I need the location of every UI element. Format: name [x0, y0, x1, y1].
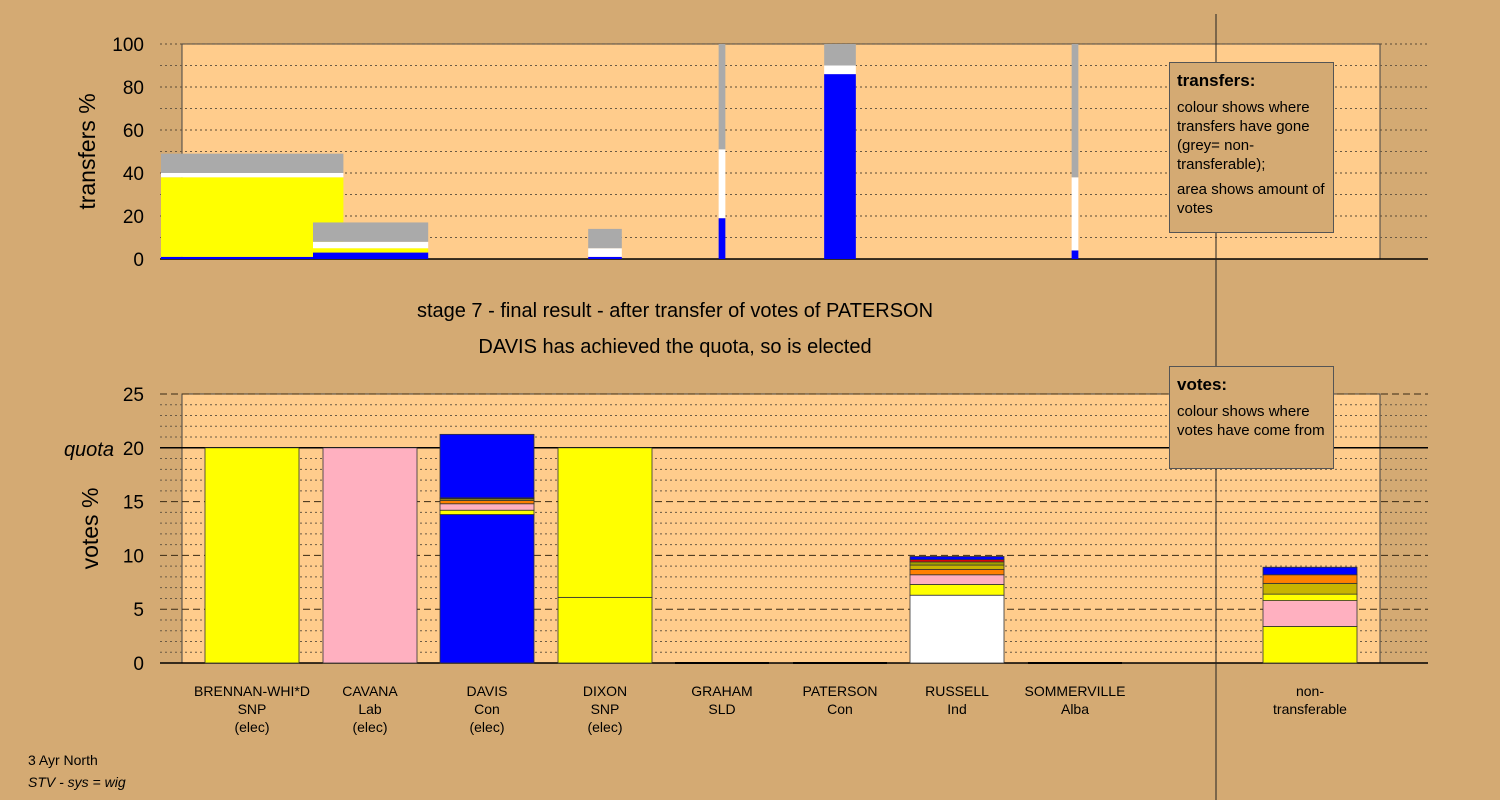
transfer-bar-segment — [313, 241, 429, 249]
vote-bar-segment — [322, 447, 418, 664]
transfer-bar-segment — [718, 218, 726, 259]
votes-tick-label: 0 — [133, 654, 144, 675]
votes-tick-label: 20 — [123, 439, 144, 460]
quota-label: quota — [64, 439, 114, 461]
transfer-bar-segment — [824, 65, 856, 75]
votes-legend-heading: votes: — [1177, 375, 1228, 394]
votes-tick-label: 25 — [123, 385, 144, 406]
vote-bar-segment — [557, 447, 653, 598]
votes-y-axis-label: votes % — [77, 488, 103, 570]
transfer-bar-segment — [313, 248, 429, 253]
candidate-status-label: (elec) — [352, 719, 387, 735]
candidate-name-label: GRAHAM — [691, 683, 752, 699]
vote-bar-segment — [439, 433, 535, 499]
nontransferable-bar-segment — [1262, 593, 1358, 601]
transfer-bar-segment — [824, 74, 856, 259]
votes-legend: votes: colour shows where votes have com… — [1169, 366, 1334, 469]
transfer-bar-segment — [588, 228, 622, 249]
candidate-party-label: Con — [474, 701, 500, 717]
candidate-party-label: SNP — [591, 701, 620, 717]
nontransferable-bar-segment — [1262, 626, 1358, 664]
vote-bar-segment — [909, 568, 1005, 576]
transfer-bar-segment — [161, 256, 344, 259]
transfers-tick-label: 40 — [123, 164, 144, 185]
candidate-name-label: DIXON — [583, 683, 627, 699]
vote-bar-segment — [909, 564, 1005, 570]
transfers-tick-label: 80 — [123, 78, 144, 99]
transfers-tick-label: 20 — [123, 207, 144, 228]
candidate-name-label: SOMMERVILLE — [1025, 683, 1126, 699]
transfers-y-axis-label: transfers % — [74, 93, 100, 209]
vote-bar-segment — [909, 561, 1005, 566]
vote-bar-segment — [909, 594, 1005, 664]
ward-caption: 3 Ayr North — [28, 752, 98, 768]
candidate-status-label: (elec) — [469, 719, 504, 735]
candidate-party-label: Con — [827, 701, 853, 717]
vote-bar-segment — [439, 514, 535, 664]
transfer-bar-segment — [161, 153, 344, 173]
nontransferable-label-line1: non- — [1296, 683, 1324, 699]
transfer-bar-segment — [313, 222, 429, 242]
transfer-bar-segment — [161, 173, 344, 178]
transfer-bar-segment — [1071, 44, 1079, 178]
vote-bar-segment — [557, 596, 653, 664]
candidate-name-label: RUSSELL — [925, 683, 989, 699]
votes-legend-line1: colour shows where votes have come from — [1177, 403, 1325, 439]
transfers-tick-label: 100 — [112, 35, 144, 56]
votes-tick-label: 15 — [123, 493, 144, 514]
transfer-bar-segment — [718, 149, 726, 219]
candidate-name-label: BRENNAN-WHI*D — [194, 683, 310, 699]
nontransferable-label-line2: transferable — [1273, 701, 1347, 717]
transfer-bar-segment — [588, 248, 622, 257]
candidate-party-label: Lab — [358, 701, 382, 717]
vote-bar-segment — [439, 503, 535, 511]
transfers-tick-label: 0 — [133, 250, 144, 271]
transfers-legend-line1: colour shows where transfers have gone (… — [1177, 99, 1310, 173]
nontransferable-bar-segment — [1262, 566, 1358, 576]
votes-tick-label: 5 — [133, 600, 144, 621]
candidate-party-label: SLD — [708, 701, 735, 717]
vote-bar-segment — [909, 574, 1005, 585]
vote-bar-segment — [909, 556, 1005, 561]
votes-tick-label: 10 — [123, 546, 144, 567]
candidate-name-label: CAVANA — [342, 683, 398, 699]
candidate-status-label: (elec) — [587, 719, 622, 735]
transfer-bar-segment — [824, 44, 856, 66]
candidate-name-label: DAVIS — [467, 683, 508, 699]
vote-bar-segment — [439, 500, 535, 505]
candidate-party-label: Ind — [947, 701, 966, 717]
nontransferable-bar-segment — [1262, 574, 1358, 584]
nontransferable-bar-segment — [1262, 582, 1358, 595]
transfers-tick-label: 60 — [123, 121, 144, 142]
candidate-party-label: Alba — [1061, 701, 1089, 717]
transfer-bar-segment — [1071, 177, 1079, 251]
vote-bar-segment — [204, 447, 300, 664]
transfers-legend-line2: area shows amount of votes — [1177, 181, 1325, 217]
transfers-legend: transfers: colour shows where transfers … — [1169, 62, 1334, 233]
stage-title: stage 7 - final result - after transfer … — [416, 300, 934, 322]
candidate-status-label: (elec) — [234, 719, 269, 735]
transfer-bar-segment — [1071, 250, 1079, 259]
transfer-bar-segment — [588, 256, 622, 259]
transfer-bar-segment — [718, 44, 726, 150]
vote-bar-segment — [439, 509, 535, 515]
transfer-bar-segment — [313, 252, 429, 259]
vote-bar-segment — [909, 584, 1005, 596]
stage-subtitle: DAVIS has achieved the quota, so is elec… — [478, 336, 872, 358]
candidate-party-label: SNP — [238, 701, 267, 717]
nontransferable-bar-segment — [1262, 600, 1358, 627]
transfers-legend-heading: transfers: — [1177, 71, 1256, 90]
candidate-name-label: PATERSON — [803, 683, 878, 699]
system-caption: STV - sys = wig — [28, 774, 126, 790]
